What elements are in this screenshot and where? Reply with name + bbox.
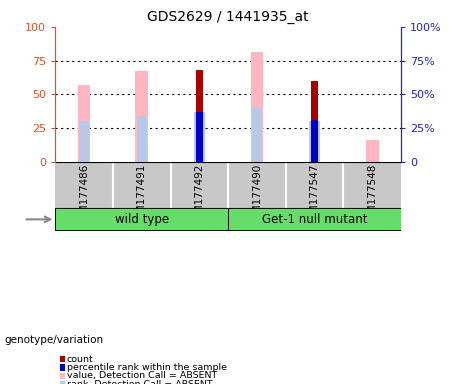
- Text: GSM177490: GSM177490: [252, 164, 262, 227]
- Bar: [136, 116, 147, 162]
- Text: GSM177548: GSM177548: [367, 164, 377, 227]
- Text: wild type: wild type: [115, 213, 169, 226]
- Text: count: count: [66, 354, 93, 364]
- Bar: [309, 121, 320, 162]
- Bar: [194, 112, 205, 162]
- Text: GSM177491: GSM177491: [137, 164, 147, 227]
- Bar: [251, 53, 263, 162]
- Bar: [252, 108, 262, 162]
- Text: GSM177547: GSM177547: [310, 164, 319, 227]
- Bar: [136, 71, 148, 162]
- Bar: [55, 208, 228, 230]
- Title: GDS2629 / 1441935_at: GDS2629 / 1441935_at: [148, 10, 309, 25]
- Text: genotype/variation: genotype/variation: [5, 335, 104, 345]
- Bar: [311, 81, 318, 162]
- Bar: [78, 85, 90, 162]
- Text: GSM177486: GSM177486: [79, 164, 89, 227]
- Bar: [366, 140, 378, 162]
- Bar: [196, 112, 203, 162]
- Text: percentile rank within the sample: percentile rank within the sample: [66, 363, 226, 372]
- Bar: [79, 121, 89, 162]
- Bar: [196, 70, 203, 162]
- Bar: [228, 208, 401, 230]
- Text: value, Detection Call = ABSENT: value, Detection Call = ABSENT: [66, 371, 217, 381]
- Text: GSM177492: GSM177492: [195, 164, 204, 227]
- Bar: [311, 120, 318, 162]
- Text: rank, Detection Call = ABSENT: rank, Detection Call = ABSENT: [66, 380, 212, 384]
- Text: Get-1 null mutant: Get-1 null mutant: [262, 213, 367, 226]
